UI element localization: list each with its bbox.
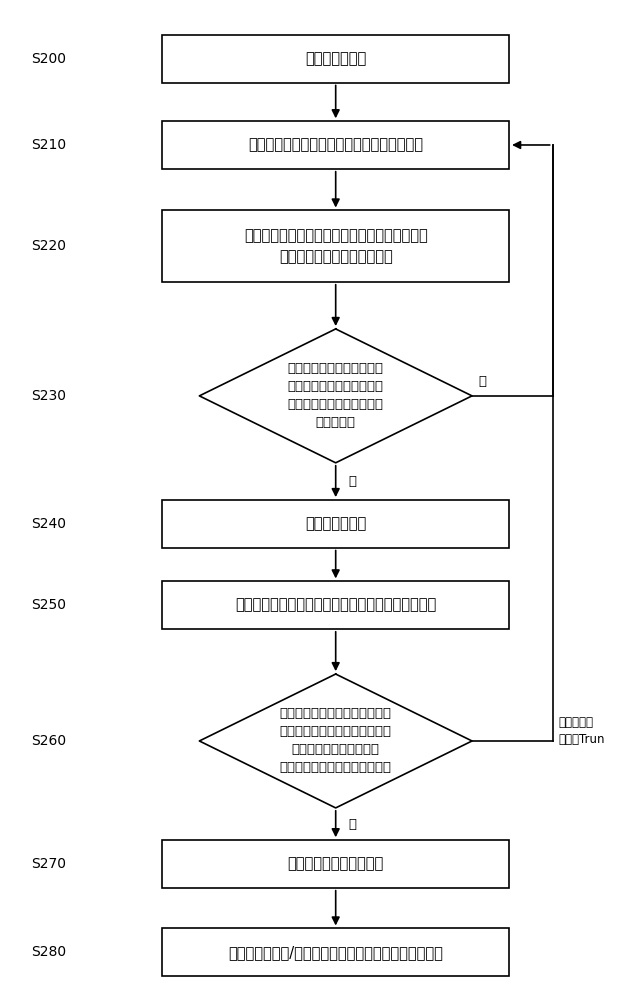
Text: S210: S210 — [31, 138, 66, 152]
FancyBboxPatch shape — [162, 500, 509, 548]
Polygon shape — [199, 674, 472, 808]
Text: S240: S240 — [31, 517, 66, 531]
Text: S250: S250 — [31, 598, 66, 612]
Text: S200: S200 — [31, 52, 66, 66]
Text: 判定压缩机散热系统故障: 判定压缩机散热系统故障 — [288, 856, 384, 871]
Text: 通过采样单元对所获取的温度数据按照采样周期
进行采样，并传输给主控单元: 通过采样单元对所获取的温度数据按照采样周期 进行采样，并传输给主控单元 — [244, 228, 428, 264]
Text: 通过显示单元和/或蜂鸣单元来提醒用户压缩机发生故障: 通过显示单元和/或蜂鸣单元来提醒用户压缩机发生故障 — [228, 945, 443, 960]
Text: 否: 否 — [478, 375, 486, 388]
Text: 控制压缩机停机: 控制压缩机停机 — [305, 516, 366, 531]
Text: S260: S260 — [31, 734, 66, 748]
Text: S280: S280 — [31, 945, 66, 959]
Text: 压缩机开机运行: 压缩机开机运行 — [305, 51, 366, 66]
Text: 通过温度传感器对冷凝器的实时温度进行检测: 通过温度传感器对冷凝器的实时温度进行检测 — [248, 137, 423, 152]
Text: 主控单元根据压缩机停机后的温
度数据的变化率判断压缩机散热
系统是否存在故障，判断
冷凝器的温度下降速度是否过慢: 主控单元根据压缩机停机后的温 度数据的变化率判断压缩机散热 系统是否存在故障，判… — [279, 707, 392, 774]
Text: 主控单元根据温度数据的变
化率控制压缩机的运行状态
，判断冷凝器的温度上升速
度是否过快: 主控单元根据温度数据的变 化率控制压缩机的运行状态 ，判断冷凝器的温度上升速 度… — [288, 362, 384, 429]
FancyBboxPatch shape — [162, 840, 509, 888]
FancyBboxPatch shape — [162, 581, 509, 629]
Polygon shape — [199, 329, 472, 463]
FancyBboxPatch shape — [162, 121, 509, 169]
Text: S230: S230 — [31, 389, 66, 403]
FancyBboxPatch shape — [162, 928, 509, 976]
Text: S270: S270 — [31, 857, 66, 871]
Text: 是: 是 — [348, 475, 356, 488]
Text: 下降到临界
温度值Trun: 下降到临界 温度值Trun — [559, 716, 605, 746]
Text: 是: 是 — [348, 818, 356, 831]
Text: 温度传感器和采样单元继续检测实时温度和进行采样: 温度传感器和采样单元继续检测实时温度和进行采样 — [235, 598, 436, 613]
FancyBboxPatch shape — [162, 210, 509, 282]
FancyBboxPatch shape — [162, 35, 509, 83]
Text: S220: S220 — [31, 239, 66, 253]
